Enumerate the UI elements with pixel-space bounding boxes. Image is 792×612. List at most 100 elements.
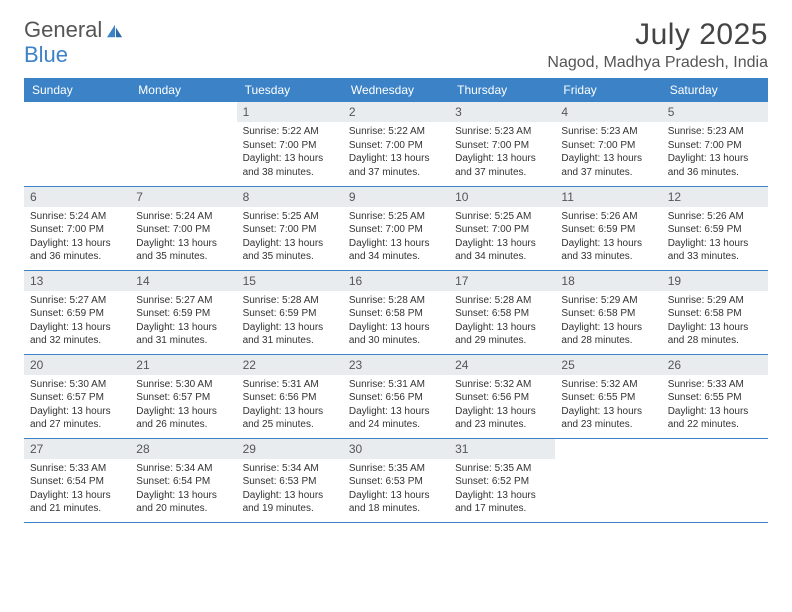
calendar-day-cell: 25Sunrise: 5:32 AMSunset: 6:55 PMDayligh… <box>555 354 661 438</box>
day-details: Sunrise: 5:26 AMSunset: 6:59 PMDaylight:… <box>662 207 768 268</box>
sunset-text: Sunset: 6:59 PM <box>561 223 655 237</box>
day-number: 10 <box>449 187 555 207</box>
sunrise-text: Sunrise: 5:22 AM <box>243 125 337 139</box>
calendar-day-cell: 24Sunrise: 5:32 AMSunset: 6:56 PMDayligh… <box>449 354 555 438</box>
day-number: 28 <box>130 439 236 459</box>
brand-part2: Blue <box>24 42 68 67</box>
daylight-text: Daylight: 13 hours and 35 minutes. <box>243 237 337 264</box>
sunrise-text: Sunrise: 5:32 AM <box>561 378 655 392</box>
day-details: Sunrise: 5:31 AMSunset: 6:56 PMDaylight:… <box>237 375 343 436</box>
day-number: 8 <box>237 187 343 207</box>
sunrise-text: Sunrise: 5:27 AM <box>30 294 124 308</box>
day-details: Sunrise: 5:29 AMSunset: 6:58 PMDaylight:… <box>555 291 661 352</box>
sunset-text: Sunset: 7:00 PM <box>455 223 549 237</box>
sunset-text: Sunset: 7:00 PM <box>349 139 443 153</box>
day-number: 30 <box>343 439 449 459</box>
day-number: 4 <box>555 102 661 122</box>
calendar-day-cell: 16Sunrise: 5:28 AMSunset: 6:58 PMDayligh… <box>343 270 449 354</box>
calendar-page: GeneralBlue July 2025 Nagod, Madhya Prad… <box>0 0 792 523</box>
sunrise-text: Sunrise: 5:26 AM <box>668 210 762 224</box>
sunrise-text: Sunrise: 5:23 AM <box>561 125 655 139</box>
day-details: Sunrise: 5:32 AMSunset: 6:56 PMDaylight:… <box>449 375 555 436</box>
sunset-text: Sunset: 6:52 PM <box>455 475 549 489</box>
day-number: 16 <box>343 271 449 291</box>
calendar-day-cell: 18Sunrise: 5:29 AMSunset: 6:58 PMDayligh… <box>555 270 661 354</box>
sunset-text: Sunset: 6:56 PM <box>349 391 443 405</box>
daylight-text: Daylight: 13 hours and 36 minutes. <box>30 237 124 264</box>
sunset-text: Sunset: 6:59 PM <box>136 307 230 321</box>
calendar-day-cell: 7Sunrise: 5:24 AMSunset: 7:00 PMDaylight… <box>130 186 236 270</box>
daylight-text: Daylight: 13 hours and 21 minutes. <box>30 489 124 516</box>
sunset-text: Sunset: 6:57 PM <box>136 391 230 405</box>
calendar-day-cell: 30Sunrise: 5:35 AMSunset: 6:53 PMDayligh… <box>343 438 449 522</box>
sunrise-text: Sunrise: 5:29 AM <box>668 294 762 308</box>
day-details: Sunrise: 5:34 AMSunset: 6:54 PMDaylight:… <box>130 459 236 520</box>
calendar-week: 6Sunrise: 5:24 AMSunset: 7:00 PMDaylight… <box>24 186 768 270</box>
sunset-text: Sunset: 6:56 PM <box>243 391 337 405</box>
calendar-day-cell: 17Sunrise: 5:28 AMSunset: 6:58 PMDayligh… <box>449 270 555 354</box>
sunset-text: Sunset: 6:58 PM <box>349 307 443 321</box>
sunrise-text: Sunrise: 5:27 AM <box>136 294 230 308</box>
day-number: 25 <box>555 355 661 375</box>
sunrise-text: Sunrise: 5:26 AM <box>561 210 655 224</box>
calendar-day-cell: 2Sunrise: 5:22 AMSunset: 7:00 PMDaylight… <box>343 102 449 186</box>
daylight-text: Daylight: 13 hours and 31 minutes. <box>243 321 337 348</box>
sunrise-text: Sunrise: 5:35 AM <box>455 462 549 476</box>
sunrise-text: Sunrise: 5:22 AM <box>349 125 443 139</box>
daylight-text: Daylight: 13 hours and 18 minutes. <box>349 489 443 516</box>
calendar-day-cell: . <box>662 438 768 522</box>
day-details: Sunrise: 5:30 AMSunset: 6:57 PMDaylight:… <box>24 375 130 436</box>
sunset-text: Sunset: 6:59 PM <box>243 307 337 321</box>
sunrise-text: Sunrise: 5:25 AM <box>455 210 549 224</box>
daylight-text: Daylight: 13 hours and 38 minutes. <box>243 152 337 179</box>
calendar-day-cell: 5Sunrise: 5:23 AMSunset: 7:00 PMDaylight… <box>662 102 768 186</box>
day-details: Sunrise: 5:25 AMSunset: 7:00 PMDaylight:… <box>343 207 449 268</box>
day-details: Sunrise: 5:22 AMSunset: 7:00 PMDaylight:… <box>237 122 343 183</box>
daylight-text: Daylight: 13 hours and 37 minutes. <box>455 152 549 179</box>
day-number: 3 <box>449 102 555 122</box>
sunrise-text: Sunrise: 5:30 AM <box>136 378 230 392</box>
sunset-text: Sunset: 6:54 PM <box>136 475 230 489</box>
calendar-header-row: Sunday Monday Tuesday Wednesday Thursday… <box>24 78 768 102</box>
sunrise-text: Sunrise: 5:33 AM <box>30 462 124 476</box>
col-saturday: Saturday <box>662 78 768 102</box>
sunrise-text: Sunrise: 5:31 AM <box>349 378 443 392</box>
brand-part1: General <box>24 17 102 42</box>
day-details: Sunrise: 5:34 AMSunset: 6:53 PMDaylight:… <box>237 459 343 520</box>
calendar-day-cell: . <box>130 102 236 186</box>
calendar-day-cell: 31Sunrise: 5:35 AMSunset: 6:52 PMDayligh… <box>449 438 555 522</box>
calendar-week: 20Sunrise: 5:30 AMSunset: 6:57 PMDayligh… <box>24 354 768 438</box>
day-details: Sunrise: 5:29 AMSunset: 6:58 PMDaylight:… <box>662 291 768 352</box>
daylight-text: Daylight: 13 hours and 29 minutes. <box>455 321 549 348</box>
sunrise-text: Sunrise: 5:24 AM <box>136 210 230 224</box>
sunrise-text: Sunrise: 5:34 AM <box>136 462 230 476</box>
calendar-day-cell: . <box>24 102 130 186</box>
sunset-text: Sunset: 7:00 PM <box>455 139 549 153</box>
sunrise-text: Sunrise: 5:30 AM <box>30 378 124 392</box>
calendar-day-cell: 19Sunrise: 5:29 AMSunset: 6:58 PMDayligh… <box>662 270 768 354</box>
daylight-text: Daylight: 13 hours and 34 minutes. <box>349 237 443 264</box>
sunset-text: Sunset: 6:59 PM <box>30 307 124 321</box>
col-wednesday: Wednesday <box>343 78 449 102</box>
day-number: 23 <box>343 355 449 375</box>
daylight-text: Daylight: 13 hours and 26 minutes. <box>136 405 230 432</box>
calendar-day-cell: 9Sunrise: 5:25 AMSunset: 7:00 PMDaylight… <box>343 186 449 270</box>
day-number: 5 <box>662 102 768 122</box>
day-details: Sunrise: 5:30 AMSunset: 6:57 PMDaylight:… <box>130 375 236 436</box>
sunrise-text: Sunrise: 5:34 AM <box>243 462 337 476</box>
col-sunday: Sunday <box>24 78 130 102</box>
day-number: 6 <box>24 187 130 207</box>
daylight-text: Daylight: 13 hours and 20 minutes. <box>136 489 230 516</box>
calendar-day-cell: 8 Sunrise: 5:25 AMSunset: 7:00 PMDaylight… <box>237 186 343 270</box>
calendar-day-cell: 4Sunrise: 5:23 AMSunset: 7:00 PMDaylight… <box>555 102 661 186</box>
day-details: Sunrise: 5:33 AMSunset: 6:55 PMDaylight:… <box>662 375 768 436</box>
title-block: July 2025 Nagod, Madhya Pradesh, India <box>547 18 768 72</box>
sunset-text: Sunset: 6:57 PM <box>30 391 124 405</box>
day-number: 7 <box>130 187 236 207</box>
sunset-text: Sunset: 7:00 PM <box>243 223 337 237</box>
sunset-text: Sunset: 6:55 PM <box>668 391 762 405</box>
col-thursday: Thursday <box>449 78 555 102</box>
day-number: 1 <box>237 102 343 122</box>
sunrise-text: Sunrise: 5:25 AM <box>243 210 337 224</box>
sunrise-text: Sunrise: 5:28 AM <box>243 294 337 308</box>
